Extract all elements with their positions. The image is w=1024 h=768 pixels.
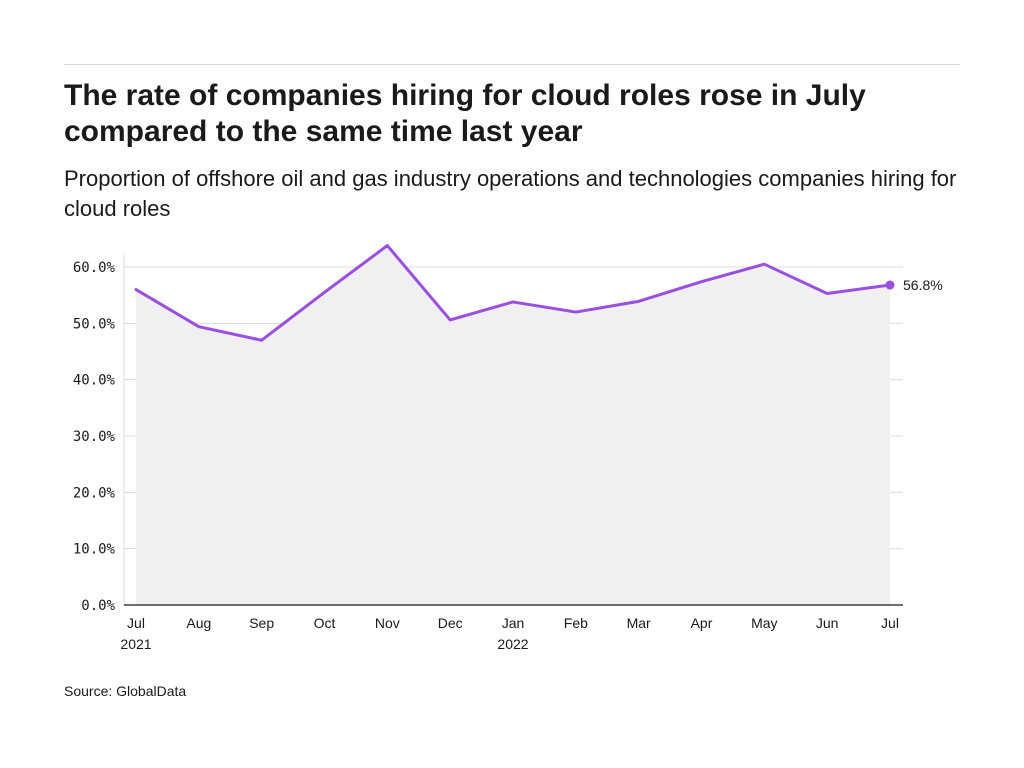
source-note: Source: GlobalData xyxy=(64,683,187,699)
x-tick-label: May xyxy=(751,615,777,631)
x-tick-label: Mar xyxy=(627,615,651,631)
x-tick-label: Jun xyxy=(816,615,839,631)
area-fill xyxy=(136,245,890,606)
x-tick-label: Aug xyxy=(186,615,211,631)
y-axis-ticks: 0.0% 10.0% 20.0% 30.0% 40.0% 50.0% 60.0% xyxy=(73,260,116,614)
x-tick-year-label: 2022 xyxy=(497,636,528,652)
x-tick-label: Jul xyxy=(127,615,145,631)
chart-subtitle: Proportion of offshore oil and gas indus… xyxy=(64,166,957,221)
y-tick-label: 20.0% xyxy=(73,485,116,501)
y-tick-label: 60.0% xyxy=(73,260,116,276)
y-tick-label: 30.0% xyxy=(73,429,116,445)
end-value-label: 56.8% xyxy=(903,277,943,293)
y-tick-label: 0.0% xyxy=(81,598,115,614)
data-points xyxy=(885,280,895,290)
x-tick-label: Sep xyxy=(249,615,274,631)
x-tick-year-label: 2021 xyxy=(120,636,151,652)
series-line xyxy=(134,244,892,342)
y-tick-label: 10.0% xyxy=(73,542,116,558)
y-tick-label: 50.0% xyxy=(73,316,116,332)
x-tick-label: Oct xyxy=(314,615,336,631)
x-tick-label: Feb xyxy=(564,615,588,631)
data-point xyxy=(885,280,895,290)
x-tick-label: Jan xyxy=(502,615,525,631)
top-divider xyxy=(64,64,960,65)
y-tick-label: 40.0% xyxy=(73,373,116,389)
x-tick-label: Nov xyxy=(375,615,400,631)
x-tick-label: Jul xyxy=(881,615,899,631)
x-tick-label: Dec xyxy=(438,615,463,631)
x-axis-ticks: Jul 2021 Aug Sep Oct Nov Dec Jan 2022 Feb Mar Apr Ma… xyxy=(120,615,899,652)
chart-title: The rate of companies hiring for cloud r… xyxy=(64,79,866,148)
x-tick-label: Apr xyxy=(691,615,713,631)
